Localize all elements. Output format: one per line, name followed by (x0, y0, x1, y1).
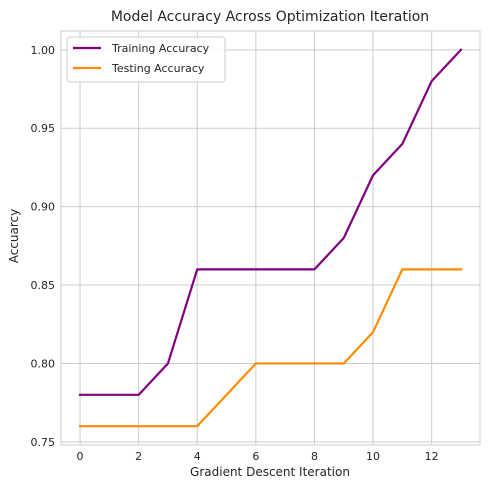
legend: Training Accuracy Testing Accuracy (66, 36, 226, 83)
x-tick-label: 8 (311, 450, 318, 463)
legend-box (66, 36, 226, 83)
x-axis-label: Gradient Descent Iteration (190, 465, 350, 479)
y-axis-label: Accuarcy (7, 209, 21, 264)
chart-title: Model Accuracy Across Optimization Itera… (111, 9, 429, 25)
x-tick-label: 4 (194, 450, 201, 463)
x-tick-label: 6 (252, 450, 259, 463)
y-tick-label: 0.90 (31, 201, 56, 214)
tick-labels: 0 2 4 6 8 10 12 0.75 0.80 0.85 0.90 0.95 1.00 (31, 44, 439, 463)
series-lines (78, 48, 463, 428)
y-tick-label: 0.80 (31, 357, 56, 370)
series-line-testing-accuracy (78, 268, 463, 428)
x-tick-label: 12 (425, 450, 439, 463)
x-tick-label: 10 (366, 450, 380, 463)
y-tick-label: 0.95 (31, 122, 56, 135)
y-tick-label: 0.85 (31, 279, 56, 292)
grid-lines (61, 31, 480, 445)
y-tick-label: 1.00 (31, 44, 56, 57)
legend-label-training-accuracy: Training Accuracy (111, 42, 210, 55)
legend-label-testing-accuracy: Testing Accuracy (111, 62, 205, 75)
series-line-training-accuracy (78, 48, 463, 396)
x-tick-label: 2 (135, 450, 142, 463)
plot-area-frame (60, 30, 481, 446)
y-tick-label: 0.75 (31, 436, 56, 449)
x-tick-label: 0 (77, 450, 84, 463)
